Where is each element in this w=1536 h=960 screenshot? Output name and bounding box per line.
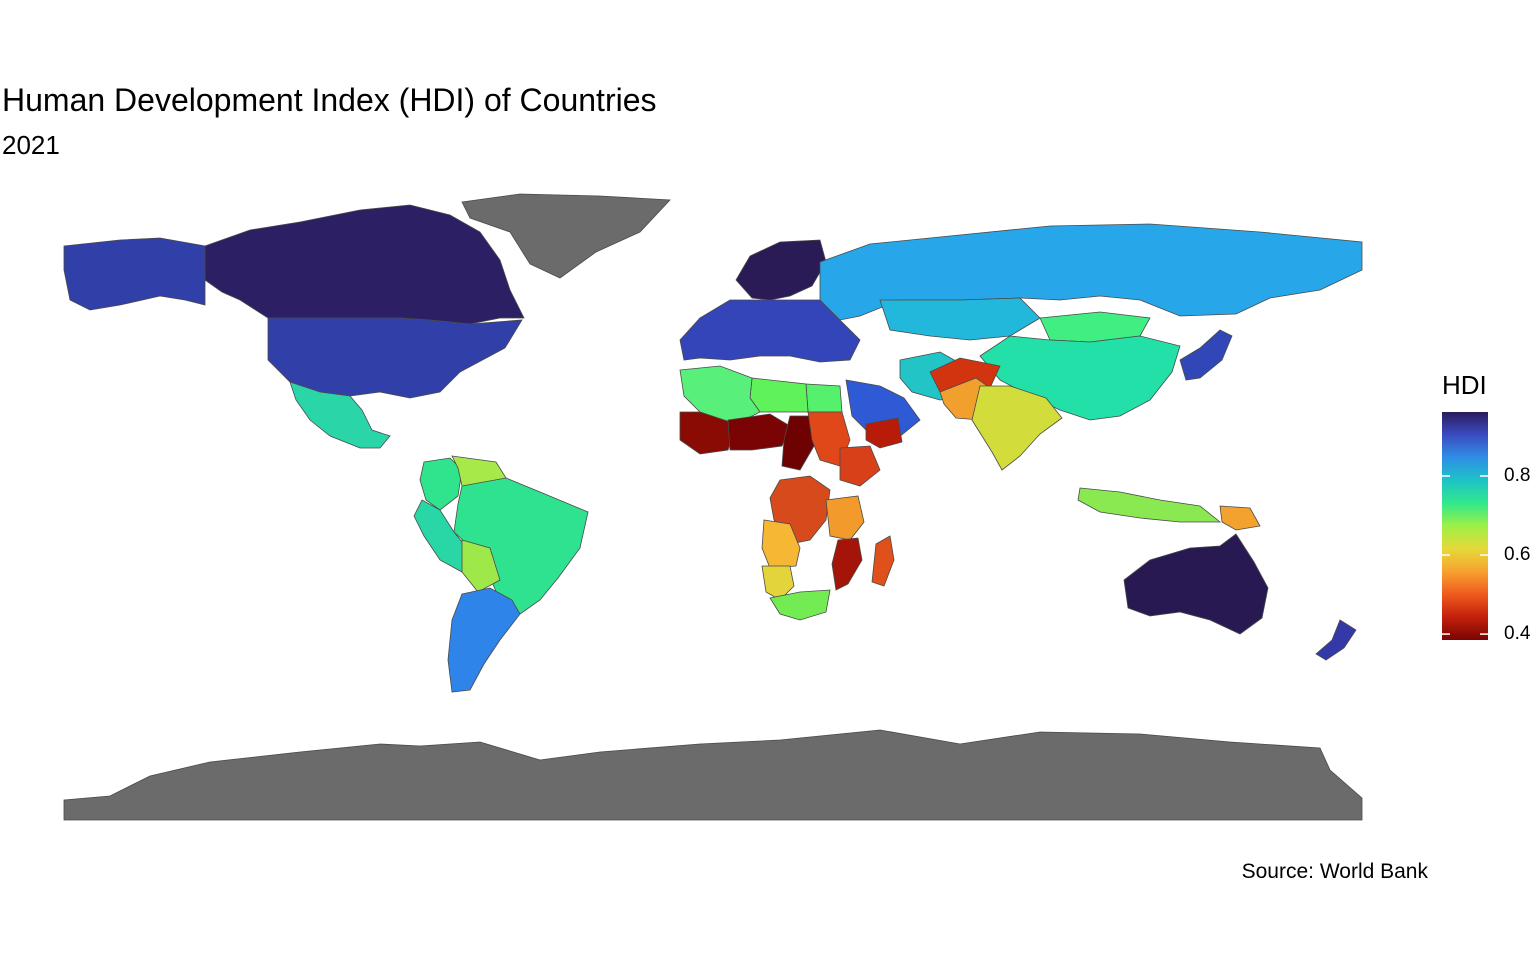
region-australia xyxy=(1123,533,1269,635)
region-papua-new-guinea xyxy=(1219,505,1261,531)
region-greenland xyxy=(461,193,671,279)
region-antarctica xyxy=(63,729,1363,821)
chart-caption: Source: World Bank xyxy=(1241,860,1428,883)
legend-tick-label: 0.4 xyxy=(1504,623,1531,645)
region-brazil xyxy=(453,477,589,615)
region-kazakhstan xyxy=(879,297,1041,341)
legend-tick-label: 0.8 xyxy=(1504,465,1531,486)
region-mexico xyxy=(289,381,391,449)
region-mozambique xyxy=(831,537,863,591)
region-libya xyxy=(749,377,809,413)
region-europe-west- xyxy=(679,299,861,363)
region-scandinavia xyxy=(735,239,827,301)
region-canada xyxy=(204,204,525,325)
region-niger xyxy=(727,413,791,451)
region-angola xyxy=(761,519,801,569)
region-alaska xyxy=(63,237,206,311)
region-namibia xyxy=(761,565,795,601)
region-new-zealand xyxy=(1315,619,1357,661)
region-yemen xyxy=(865,417,903,449)
region-south-africa xyxy=(769,589,831,621)
region-algeria xyxy=(679,365,761,425)
region-argentina xyxy=(447,587,521,693)
region-colombia xyxy=(419,457,463,511)
region-china xyxy=(979,335,1181,421)
region-madagascar xyxy=(871,535,895,587)
region-tanzania xyxy=(825,495,865,541)
chart-title: Human Development Index (HDI) of Countri… xyxy=(2,82,657,118)
region-mali xyxy=(679,411,737,455)
region-indonesia xyxy=(1077,487,1222,523)
region-egypt xyxy=(805,383,843,413)
region-ethiopia xyxy=(839,445,881,487)
region-united-states xyxy=(267,317,523,399)
legend-title: HDI xyxy=(1442,370,1487,400)
region-saudi-arabia xyxy=(845,379,921,439)
region-bolivia xyxy=(461,539,501,593)
region-japan xyxy=(1179,329,1233,381)
chart-subtitle: 2021 xyxy=(2,130,60,160)
legend-colorbar xyxy=(1442,412,1488,640)
legend-gradient xyxy=(1442,412,1488,640)
legend-tick-label: 0.6 xyxy=(1504,544,1531,566)
region-russia xyxy=(819,223,1363,321)
region-india xyxy=(971,385,1063,471)
